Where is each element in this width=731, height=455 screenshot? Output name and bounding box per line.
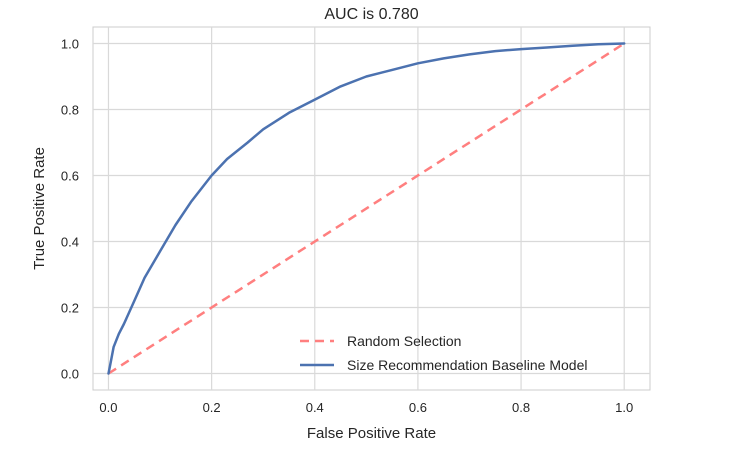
y-tick-label: 0.0 — [61, 367, 79, 382]
x-tick-label: 0.0 — [99, 400, 117, 415]
x-axis-label: False Positive Rate — [307, 425, 436, 442]
x-tick-label: 0.4 — [306, 400, 324, 415]
x-tick-label: 1.0 — [615, 400, 633, 415]
y-axis-label: True Positive Rate — [31, 147, 48, 270]
y-tick-label: 0.4 — [61, 235, 79, 250]
x-tick-label: 0.6 — [409, 400, 427, 415]
series-layer — [107, 42, 626, 375]
y-tick-label: 0.6 — [61, 169, 79, 184]
x-tick-label: 0.8 — [512, 400, 530, 415]
x-tick-label: 0.2 — [203, 400, 221, 415]
legend-label: Size Recommendation Baseline Model — [347, 357, 587, 373]
y-tick-label: 0.8 — [61, 103, 79, 118]
y-tick-label: 1.0 — [61, 37, 79, 52]
grid — [93, 27, 650, 390]
chart-title: AUC is 0.780 — [324, 6, 418, 23]
tick-labels: 0.0 0.2 0.4 0.6 0.8 1.0 0.0 0.2 0.4 0.6 0.8 1.0 — [61, 37, 633, 416]
legend-label: Random Selection — [347, 333, 461, 349]
legend: Random Selection Size Recommendation Base… — [300, 333, 587, 373]
baseline-model-curve — [107, 42, 626, 375]
y-tick-label: 0.2 — [61, 301, 79, 316]
random-selection-line — [107, 42, 625, 375]
